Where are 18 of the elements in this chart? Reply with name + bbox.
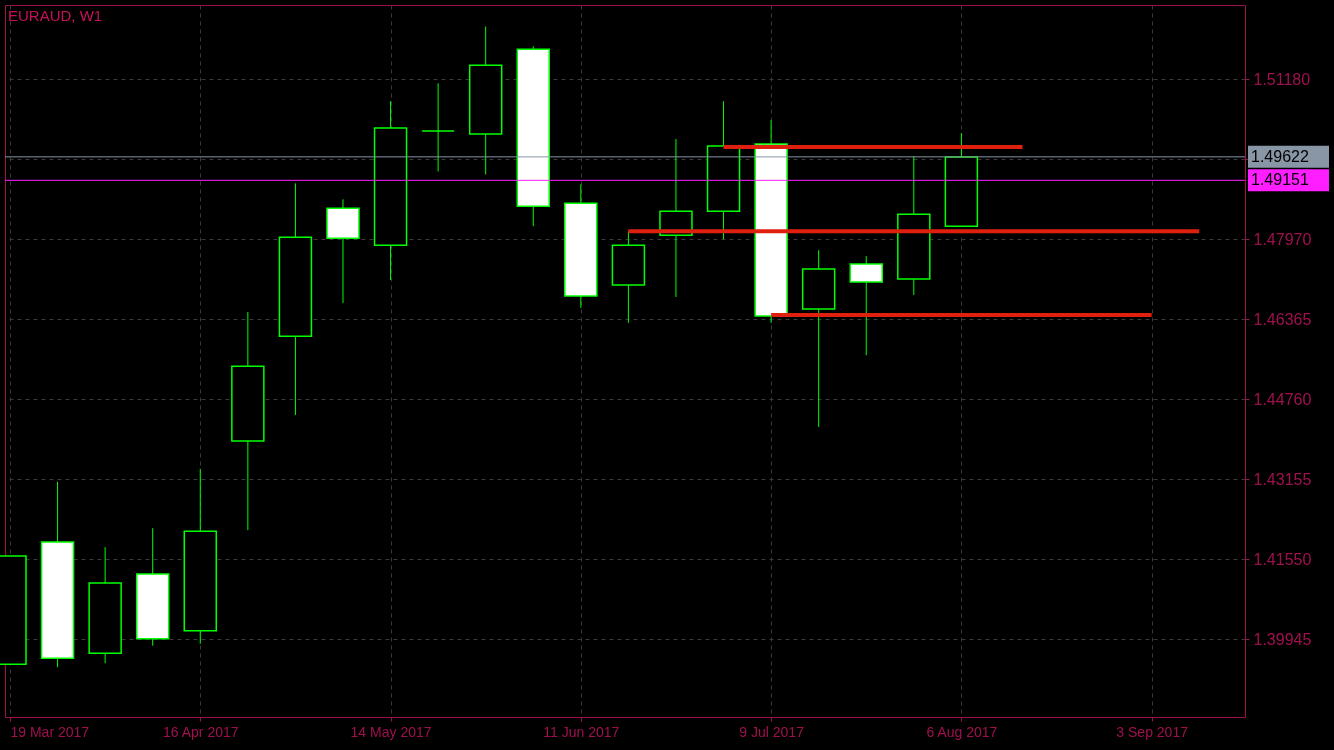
- x-tick-label: 6 Aug 2017: [926, 723, 998, 740]
- y-tick-label: 1.39945: [1253, 630, 1312, 648]
- x-tick-label: 16 Apr 2017: [163, 723, 239, 740]
- x-tick-label: 14 May 2017: [350, 723, 432, 740]
- chart-title: EURAUD, W1: [8, 7, 103, 24]
- y-tick-label: 1.47970: [1253, 230, 1312, 248]
- y-tick-label: 1.46365: [1253, 310, 1312, 328]
- x-tick-label: 11 Jun 2017: [543, 723, 620, 740]
- y-tick-label: 1.43155: [1253, 470, 1312, 488]
- ref-line-label: 1.49622: [1251, 147, 1309, 165]
- x-tick-label: 3 Sep 2017: [1116, 723, 1189, 740]
- y-tick-label: 1.51180: [1253, 70, 1311, 88]
- ref-line-label: 1.49151: [1251, 171, 1309, 189]
- y-tick-label: 1.44760: [1253, 390, 1312, 408]
- x-tick-label: 19 Mar 2017: [10, 723, 90, 740]
- x-tick-label: 9 Jul 2017: [739, 723, 805, 740]
- candlestick: [421, 82, 455, 172]
- y-tick-label: 1.41550: [1253, 550, 1312, 568]
